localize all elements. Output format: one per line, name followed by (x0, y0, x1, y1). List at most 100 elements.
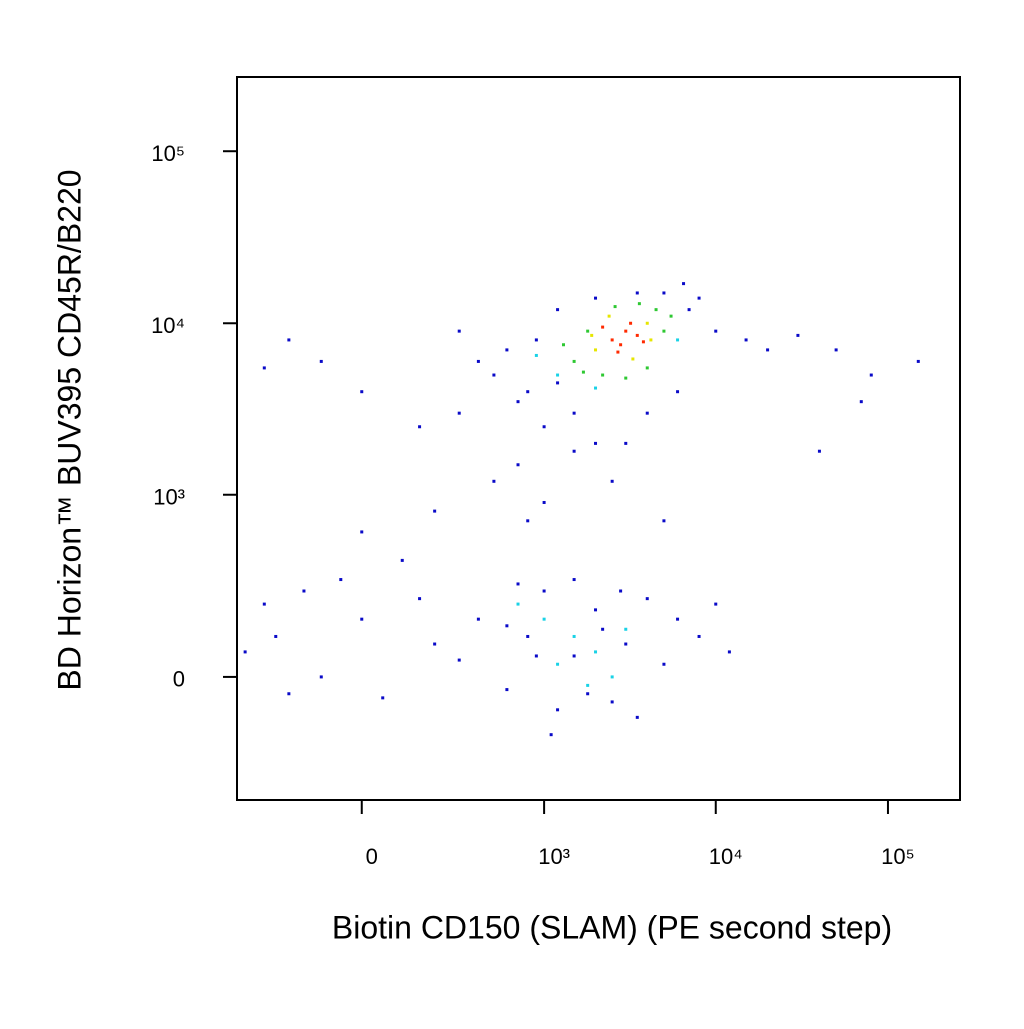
point (526, 519, 530, 523)
point (662, 291, 666, 295)
point (616, 350, 620, 354)
point (744, 338, 748, 342)
point (594, 650, 598, 654)
point (572, 654, 576, 658)
point (624, 329, 628, 333)
point (572, 359, 576, 363)
point (274, 634, 278, 638)
point (613, 305, 617, 309)
point (817, 449, 821, 453)
point (287, 692, 291, 696)
point (619, 589, 623, 593)
point (572, 578, 576, 582)
point (637, 302, 641, 306)
point (601, 373, 605, 377)
point (654, 308, 658, 312)
point (687, 308, 691, 312)
point (457, 411, 461, 415)
y-axis-label: BD Horizon™ BUV395 CD45R/B220 (51, 169, 87, 690)
point (243, 650, 247, 654)
point (590, 333, 594, 337)
x-tick-label: 10³ (538, 844, 570, 869)
point (594, 348, 598, 352)
point (262, 366, 266, 370)
point (697, 634, 701, 638)
point (676, 390, 680, 394)
point (262, 602, 266, 606)
point (542, 425, 546, 429)
point (645, 597, 649, 601)
point (339, 578, 343, 582)
point (556, 662, 560, 666)
point (516, 463, 520, 467)
point (433, 642, 437, 646)
point (635, 333, 639, 337)
point (572, 449, 576, 453)
point (645, 321, 649, 325)
point (492, 479, 496, 483)
point (319, 359, 323, 363)
point (433, 509, 437, 513)
point (319, 675, 323, 679)
point (834, 348, 838, 352)
point (697, 296, 701, 300)
point (556, 373, 560, 377)
point (542, 617, 546, 621)
point (662, 662, 666, 666)
point (631, 357, 635, 361)
point (476, 617, 480, 621)
point (418, 425, 422, 429)
point (869, 373, 873, 377)
point (516, 602, 520, 606)
point (586, 329, 590, 333)
point (400, 558, 404, 562)
y-tick-label: 10⁴ (151, 313, 185, 338)
point (766, 348, 770, 352)
point (669, 314, 673, 318)
point (635, 291, 639, 295)
point (360, 390, 364, 394)
point (624, 627, 628, 631)
point (610, 338, 614, 342)
point (418, 597, 422, 601)
point (714, 602, 718, 606)
point (534, 353, 538, 357)
point (505, 624, 509, 628)
point (505, 348, 509, 352)
point (561, 343, 565, 347)
point (534, 654, 538, 658)
point (572, 634, 576, 638)
point (610, 479, 614, 483)
point (381, 696, 385, 700)
point (676, 338, 680, 342)
point (594, 608, 598, 612)
point (641, 340, 645, 344)
point (581, 370, 585, 374)
point (516, 400, 520, 404)
point (526, 634, 530, 638)
point (610, 675, 614, 679)
point (556, 381, 560, 385)
y-tick-label: 10⁵ (151, 141, 185, 166)
point (714, 329, 718, 333)
point (556, 708, 560, 712)
point (662, 329, 666, 333)
point (610, 700, 614, 704)
point (586, 692, 590, 696)
point (649, 338, 653, 342)
point (505, 688, 509, 692)
point (645, 366, 649, 370)
point (796, 333, 800, 337)
point (662, 519, 666, 523)
point (601, 325, 605, 329)
point (476, 359, 480, 363)
point (457, 658, 461, 662)
plot-frame (236, 76, 961, 801)
point (624, 642, 628, 646)
point (526, 390, 530, 394)
point (594, 296, 598, 300)
x-axis-label: Biotin CD150 (SLAM) (PE second step) (332, 909, 892, 945)
point (586, 683, 590, 687)
point (287, 338, 291, 342)
